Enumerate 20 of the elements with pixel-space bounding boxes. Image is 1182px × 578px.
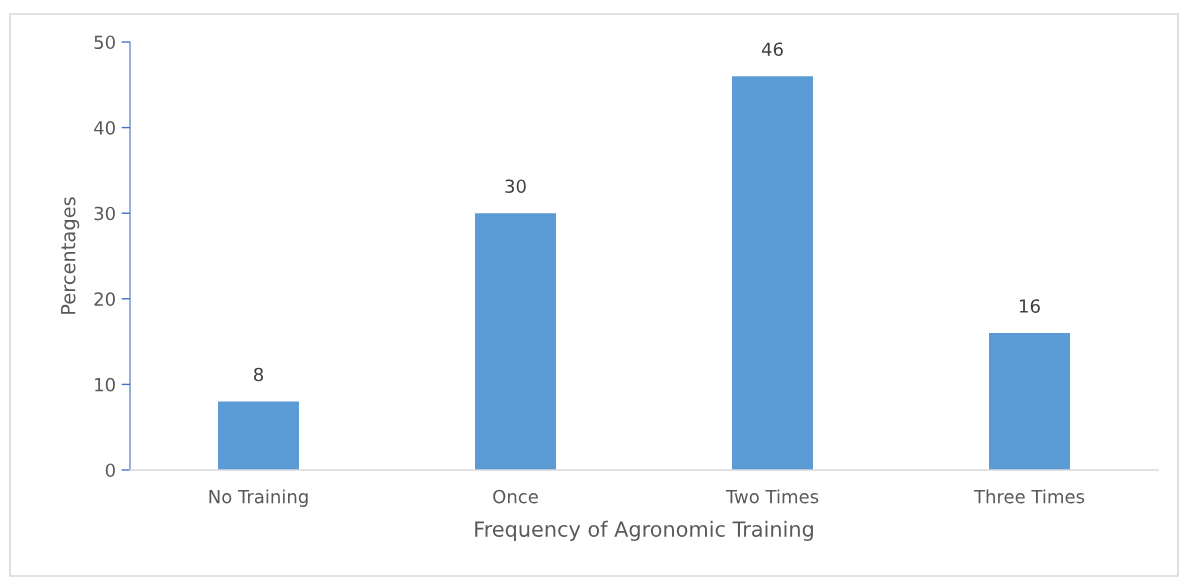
- y-axis-title: Percentages: [61, 197, 80, 314]
- data-label: 16: [1020, 299, 1040, 313]
- x-tick-label: Two Times: [725, 489, 819, 504]
- y-tick-label: 0: [105, 463, 115, 478]
- data-label: 46: [761, 42, 783, 57]
- data-label: 30: [505, 179, 526, 194]
- bar: [989, 333, 1070, 470]
- data-label: 8: [253, 367, 264, 382]
- bar: [475, 213, 556, 470]
- y-tick-label: 40: [94, 121, 115, 135]
- x-tick-label: Three Times: [973, 489, 1085, 504]
- y-tick-label: 50: [94, 35, 115, 50]
- bar: [218, 401, 299, 470]
- y-tick-label: 10: [95, 377, 115, 392]
- x-axis-title: Frequency of Agronomic Training: [475, 520, 813, 541]
- bar: [732, 76, 813, 470]
- y-tick-label: 20: [94, 292, 115, 306]
- x-tick-label: No Training: [209, 489, 308, 507]
- y-tick-label: 30: [94, 206, 115, 221]
- x-tick-label: Once: [493, 489, 538, 504]
